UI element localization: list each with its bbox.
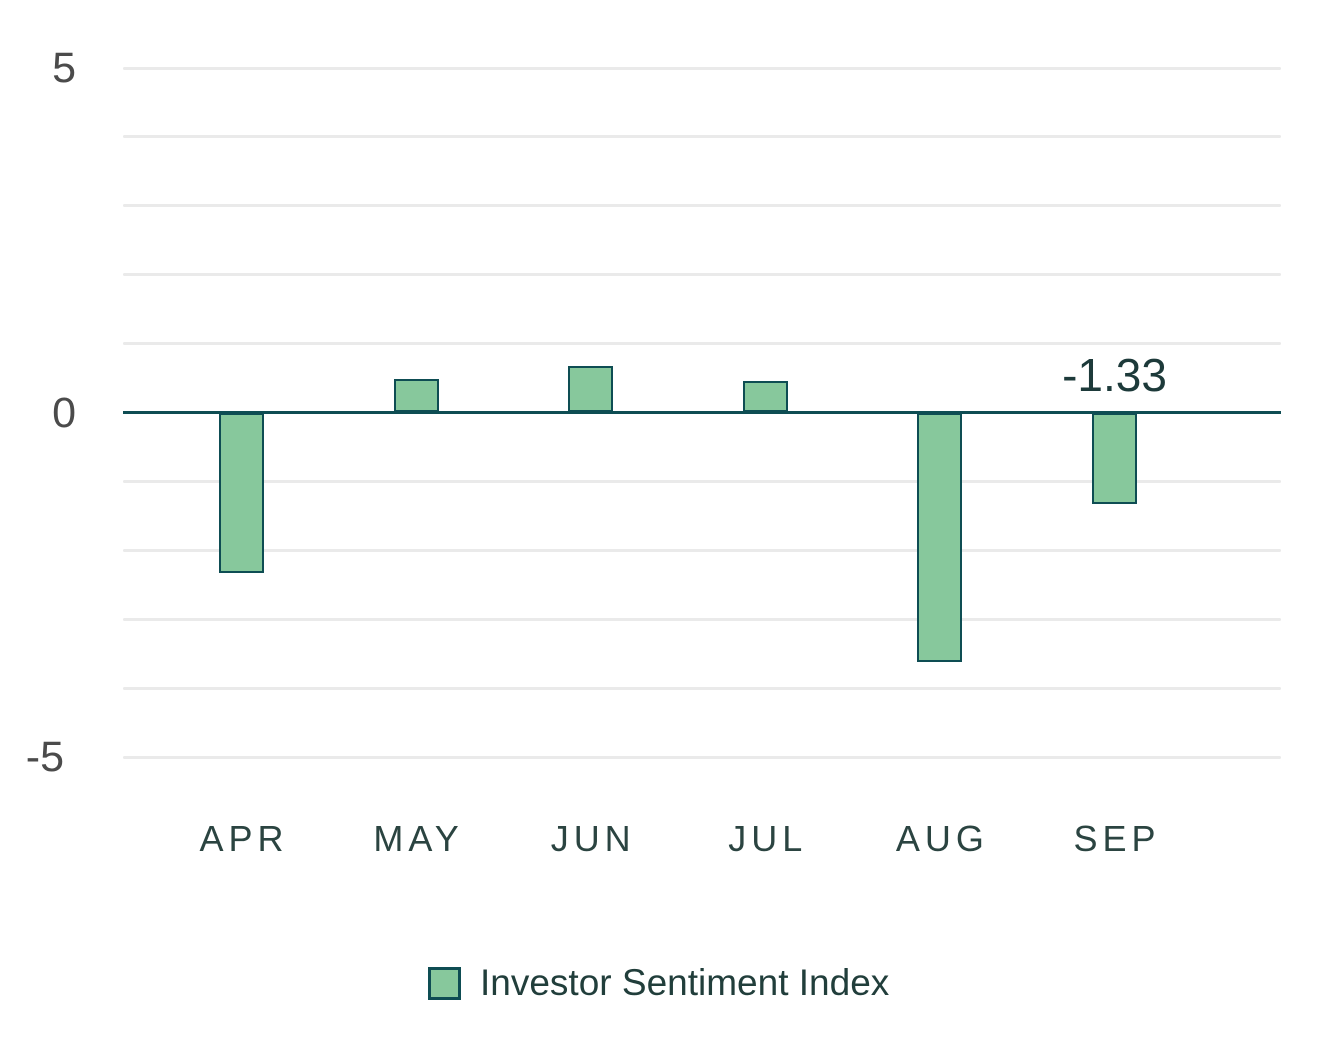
gridline [123, 204, 1281, 208]
legend-series-label: Investor Sentiment Index [480, 962, 890, 1003]
bar-apr[interactable] [219, 412, 264, 574]
gridline [123, 686, 1281, 690]
gridline [123, 273, 1281, 277]
x-axis-label-jul: JUL [728, 818, 808, 859]
gridline [123, 135, 1281, 139]
y-axis-tick-5: 5 [52, 44, 76, 92]
gridline [123, 342, 1281, 346]
gridline [123, 479, 1281, 483]
y-axis-tick-0: 0 [52, 389, 76, 437]
plot-area: -1.33 [123, 66, 1281, 759]
last-value-data-label: -1.33 [1062, 348, 1167, 401]
gridline [123, 548, 1281, 552]
bar-may[interactable] [393, 379, 439, 413]
zero-axis-line [123, 411, 1281, 414]
bar-aug[interactable] [917, 412, 963, 662]
bar-jul[interactable] [742, 380, 788, 413]
y-axis-tick-minus-5: -5 [25, 733, 64, 781]
bar-sep[interactable] [1092, 412, 1137, 505]
x-axis-label-apr: APR [199, 818, 289, 859]
x-axis-label-sep: SEP [1073, 818, 1161, 859]
legend-swatch-icon [428, 966, 461, 1000]
gridline [123, 755, 1281, 759]
x-axis-label-jun: JUN [550, 818, 636, 859]
x-axis-label-may: MAY [373, 818, 464, 859]
bar-jun[interactable] [568, 366, 614, 413]
gridline [123, 617, 1281, 621]
legend[interactable]: Investor Sentiment Index [428, 963, 889, 1003]
gridline [123, 66, 1281, 70]
x-axis-label-aug: AUG [895, 818, 989, 859]
